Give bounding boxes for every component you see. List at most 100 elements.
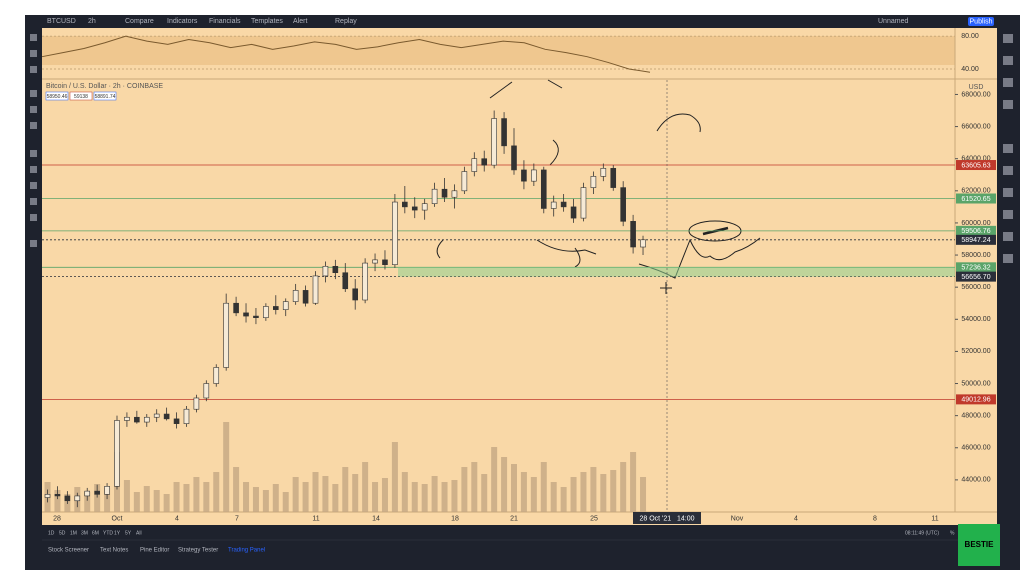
volume-bar <box>511 464 517 512</box>
publish-button[interactable] <box>968 17 994 26</box>
candle-body <box>223 302 229 368</box>
level-label-box <box>956 225 996 236</box>
toolbar-button[interactable]: Compare <box>125 18 154 25</box>
volume-bar <box>342 467 349 512</box>
quote: 58950.46 <box>47 94 68 100</box>
x-tick-label: 14 <box>372 515 380 522</box>
candle-body <box>620 187 626 222</box>
volume-bar <box>640 477 647 512</box>
toolbar-button[interactable]: Indicators <box>167 18 198 25</box>
candle-body <box>253 315 259 318</box>
volume-bar <box>243 482 250 512</box>
oscillator-band <box>42 36 955 65</box>
candle-body <box>54 494 61 497</box>
volume-bar <box>501 457 508 512</box>
range-button[interactable]: YTD <box>103 530 113 536</box>
volume-bar <box>213 472 220 512</box>
volume-bar <box>203 482 210 512</box>
panel-tab[interactable]: Pine Editor <box>140 548 169 554</box>
volume-bar <box>401 472 408 512</box>
volume-bar <box>84 492 91 512</box>
volume-bar <box>530 477 537 512</box>
panel-tab[interactable]: Trading Panel <box>228 548 265 554</box>
range-button[interactable]: 1M <box>70 530 77 536</box>
layout-name[interactable]: Unnamed <box>878 18 908 25</box>
toolbar-button[interactable]: Templates <box>251 18 283 25</box>
volume-bar <box>173 482 180 512</box>
toolbar-button[interactable]: Replay <box>335 18 357 25</box>
range-button[interactable]: 1Y <box>114 530 121 536</box>
interval[interactable]: 2h <box>88 18 96 25</box>
volume-bar <box>372 482 379 512</box>
x-tick-label: 28 <box>53 515 61 522</box>
y-tick-label: 52000.00 <box>961 348 990 355</box>
x-tick-label: Oct <box>112 515 123 522</box>
volume-bar <box>233 467 240 512</box>
y-tick-label: 58000.00 <box>961 252 990 259</box>
candle-body <box>531 169 537 182</box>
symbol[interactable]: BTCUSD <box>47 18 76 25</box>
candle-body <box>491 118 497 166</box>
panel-tab[interactable]: Stock Screener <box>48 548 89 554</box>
clock: 08:11:49 (UTC) <box>905 530 939 536</box>
toolbar-button[interactable]: Financials <box>209 18 241 25</box>
x-tick-label: 21 <box>510 515 518 522</box>
volume-bar <box>600 474 607 512</box>
candle-body <box>511 145 517 171</box>
candle-body <box>402 201 408 208</box>
x-tick-label: Nov <box>731 515 744 522</box>
volume-bar <box>163 494 170 512</box>
candle-body <box>74 495 81 502</box>
volume-bar <box>421 484 428 512</box>
panel-tab[interactable]: Text Notes <box>100 548 128 554</box>
candle-body <box>600 168 607 177</box>
top-toolbar <box>25 15 1020 28</box>
volume-bar <box>252 487 259 512</box>
panel-tab[interactable]: Strategy Tester <box>178 548 218 554</box>
quote-box <box>93 91 117 101</box>
toolbar-button[interactable]: Alert <box>293 18 307 25</box>
volume-bar <box>282 492 289 512</box>
level-label: 61520.65 <box>961 196 990 203</box>
candle-body <box>272 306 279 310</box>
candle-body <box>590 176 597 188</box>
candle-body <box>143 416 150 423</box>
publish-label[interactable]: Publish <box>970 18 993 25</box>
range-button[interactable]: 1D <box>48 530 55 536</box>
quote: 58891.74 <box>95 94 116 100</box>
level-label-box <box>956 234 996 245</box>
volume-bar <box>560 487 567 512</box>
range-button[interactable]: 5D <box>59 530 66 536</box>
level-label: 57236.32 <box>961 265 990 272</box>
volume-bar <box>391 442 398 512</box>
candle-body <box>630 221 636 248</box>
volume-bar <box>104 488 111 512</box>
candle-body <box>392 201 398 265</box>
candle-body <box>540 169 547 209</box>
volume-bar <box>630 452 637 512</box>
volume-bar <box>332 484 339 512</box>
candle-body <box>560 201 567 208</box>
volume-bar <box>381 478 388 512</box>
volume-bar <box>302 482 309 512</box>
quote: 59138 <box>74 94 88 100</box>
range-button[interactable]: 6M <box>92 530 99 536</box>
candle-body <box>282 301 289 310</box>
right-toolbar <box>997 28 1020 525</box>
candle-body <box>550 201 557 209</box>
volume-bar <box>540 462 547 512</box>
range-button[interactable]: 5Y <box>125 530 132 536</box>
x-tick-label: 18 <box>451 515 459 522</box>
volume-bar <box>461 467 468 512</box>
range-button[interactable]: 3M <box>81 530 88 536</box>
range-button[interactable]: All <box>136 530 142 536</box>
scale-option[interactable]: % <box>950 530 955 536</box>
candle-body <box>44 494 51 498</box>
y-tick-label: 46000.00 <box>961 445 990 452</box>
volume-bar <box>262 490 269 512</box>
candle-body <box>322 265 329 277</box>
x-tick-label: 11 <box>312 515 319 522</box>
candle-body <box>461 171 468 192</box>
volume-bar <box>193 477 200 512</box>
